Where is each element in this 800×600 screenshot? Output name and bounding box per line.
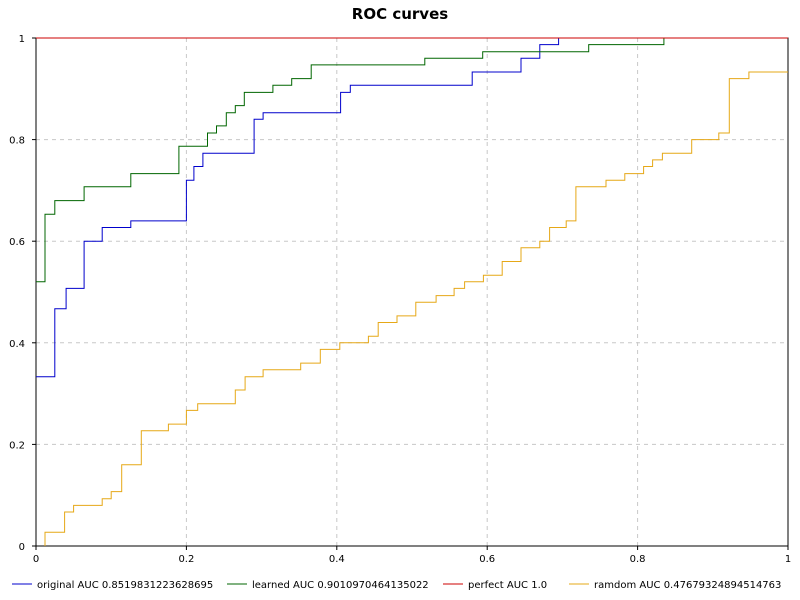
legend-label-2: perfect AUC 1.0	[468, 580, 547, 591]
y-tick-label: 0.4	[9, 339, 25, 350]
series-line-3	[44, 71, 788, 546]
y-tick-label: 0.8	[9, 136, 25, 147]
x-tick-label: 0.8	[630, 554, 646, 565]
series-line-0	[36, 37, 788, 378]
x-tick-label: 0.4	[329, 554, 345, 565]
x-axis: 0 0.2 0.4 0.6 0.8 1	[33, 546, 791, 565]
legend-label-0: original AUC 0.8519831223628695	[37, 580, 213, 591]
x-tick-label: 0.6	[479, 554, 495, 565]
y-tick-label: 0	[19, 542, 25, 553]
series-line-1	[36, 37, 788, 283]
chart-title: ROC curves	[352, 5, 448, 23]
x-tick-label: 0	[33, 554, 39, 565]
y-tick-label: 0.2	[9, 440, 25, 451]
grid-lines	[36, 38, 788, 546]
y-tick-label: 0.6	[9, 237, 25, 248]
x-tick-label: 1	[785, 554, 791, 565]
legend-label-3: ramdom AUC 0.47679324894514763	[594, 580, 781, 591]
y-axis: 0 0.2 0.4 0.6 0.8 1	[9, 34, 36, 553]
series-group	[36, 37, 788, 546]
plot-frame	[35, 37, 789, 547]
x-tick-label: 0.2	[178, 554, 194, 565]
legend-label-1: learned AUC 0.9010970464135022	[252, 580, 429, 591]
y-tick-label: 1	[19, 34, 25, 45]
legend: original AUC 0.8519831223628695 learned A…	[12, 580, 781, 591]
